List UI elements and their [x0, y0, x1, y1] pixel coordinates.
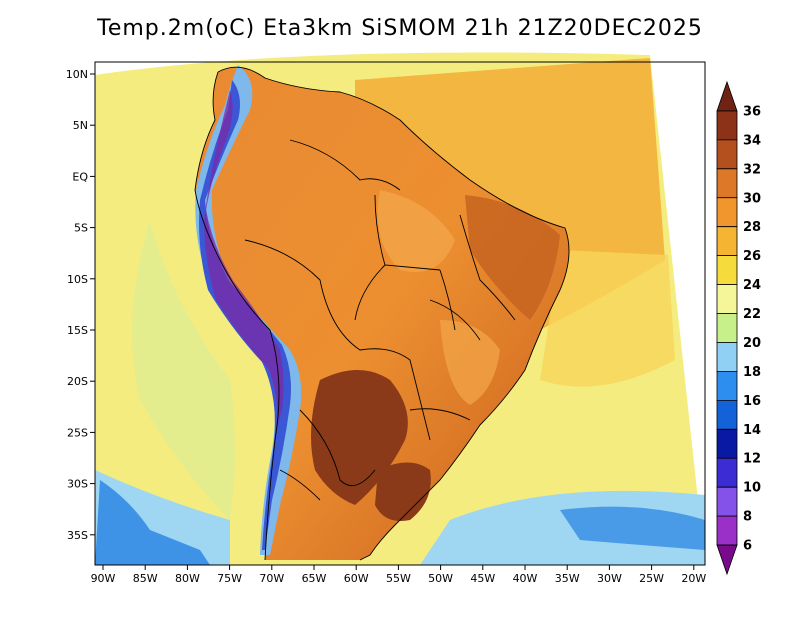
colorbar-label: 12	[743, 452, 761, 467]
colorbar-segment	[716, 110, 738, 141]
y-tick-label: EQ	[72, 170, 88, 183]
colorbar-segment	[716, 544, 738, 576]
colorbar-segment	[716, 284, 738, 314]
y-tick-label: 5N	[73, 119, 88, 132]
colorbar-segment	[716, 139, 738, 170]
colorbar: 6 8 10 12 14 16 18 20 22 24 26 28 30 32 34 36	[716, 80, 761, 576]
y-tick-label: 10N	[66, 68, 88, 81]
x-tick-label: 20W	[681, 572, 706, 585]
hot-core-uruguay	[375, 462, 431, 521]
colorbar-segment	[716, 255, 738, 285]
southern-cold-band	[95, 480, 210, 565]
colorbar-segment	[716, 226, 738, 257]
x-tick-label: 80W	[175, 572, 200, 585]
colorbar-segment	[716, 342, 738, 372]
border-argentina	[279, 409, 376, 501]
colorbar-label: 22	[743, 307, 761, 322]
x-tick-label: 65W	[302, 572, 327, 585]
axis-ticks: 90W 85W 80W 75W 70W 65W 60W 55W 50W 45W 40W 35W 30W 2…	[66, 68, 707, 585]
x-tick-label: 85W	[133, 572, 158, 585]
x-tick-label: 30W	[597, 572, 622, 585]
colorbar-label: 8	[743, 510, 752, 525]
x-tick-label: 70W	[259, 572, 284, 585]
x-tick-label: 40W	[513, 572, 538, 585]
coastline-borders	[194, 66, 570, 561]
colorbar-label: 20	[743, 336, 761, 351]
map-title: Temp.2m(oC) Eta3km SiSMOM 21h 21Z20DEC20…	[97, 16, 703, 41]
colorbar-label: 24	[743, 278, 761, 293]
x-tick-label: 60W	[344, 572, 369, 585]
x-tick-label: 25W	[639, 572, 664, 585]
colorbar-segment	[716, 371, 738, 401]
central-plateau	[377, 190, 455, 272]
y-tick-label: 10S	[67, 273, 88, 286]
colorbar-segment	[716, 428, 738, 459]
colorbar-segment	[716, 313, 738, 343]
y-tick-label: 25S	[67, 426, 88, 439]
colorbar-segment	[716, 486, 738, 517]
y-tick-label: 5S	[74, 222, 88, 235]
colorbar-label: 18	[743, 365, 761, 380]
colorbar-label: 14	[743, 423, 761, 438]
map-frame	[94, 61, 706, 566]
map-area	[95, 52, 705, 565]
pacific-coastal-band	[132, 220, 235, 520]
atlantic-mid-band	[540, 250, 675, 387]
x-tick-label: 50W	[428, 572, 453, 585]
x-tick-label: 55W	[386, 572, 411, 585]
colorbar-label: 32	[743, 162, 761, 177]
y-tick-label: 15S	[67, 324, 88, 337]
y-tick-label: 30S	[67, 478, 88, 491]
colorbar-label: 16	[743, 394, 761, 409]
highlands-southeast	[440, 320, 500, 405]
colorbar-segment	[716, 515, 738, 546]
colorbar-label: 6	[743, 539, 752, 554]
colorbar-segment	[716, 399, 738, 430]
colorbar-label: 30	[743, 191, 761, 206]
south-atlantic-cold	[560, 506, 705, 550]
colorbar-label: 10	[743, 481, 761, 496]
colorbar-label: 36	[743, 104, 761, 119]
colorbar-label: 28	[743, 220, 761, 235]
colorbar-segment	[716, 457, 738, 488]
colorbar-label: 26	[743, 249, 761, 264]
y-tick-label: 20S	[67, 375, 88, 388]
border-brazil-west	[244, 239, 431, 441]
x-tick-label: 45W	[470, 572, 495, 585]
colorbar-segment	[716, 168, 738, 199]
andes-cold-core	[204, 90, 284, 430]
x-tick-label: 35W	[555, 572, 580, 585]
x-tick-label: 75W	[217, 572, 242, 585]
x-tick-label: 90W	[91, 572, 116, 585]
warm-northeast	[465, 195, 560, 320]
coastline	[194, 66, 570, 561]
border-brazil-north	[289, 139, 401, 191]
border-states-1	[354, 194, 456, 331]
colorbar-segment	[716, 197, 738, 228]
border-states-2	[409, 214, 516, 421]
y-tick-label: 35S	[67, 529, 88, 542]
colorbar-segment	[716, 80, 738, 112]
colorbar-label: 34	[743, 133, 761, 148]
